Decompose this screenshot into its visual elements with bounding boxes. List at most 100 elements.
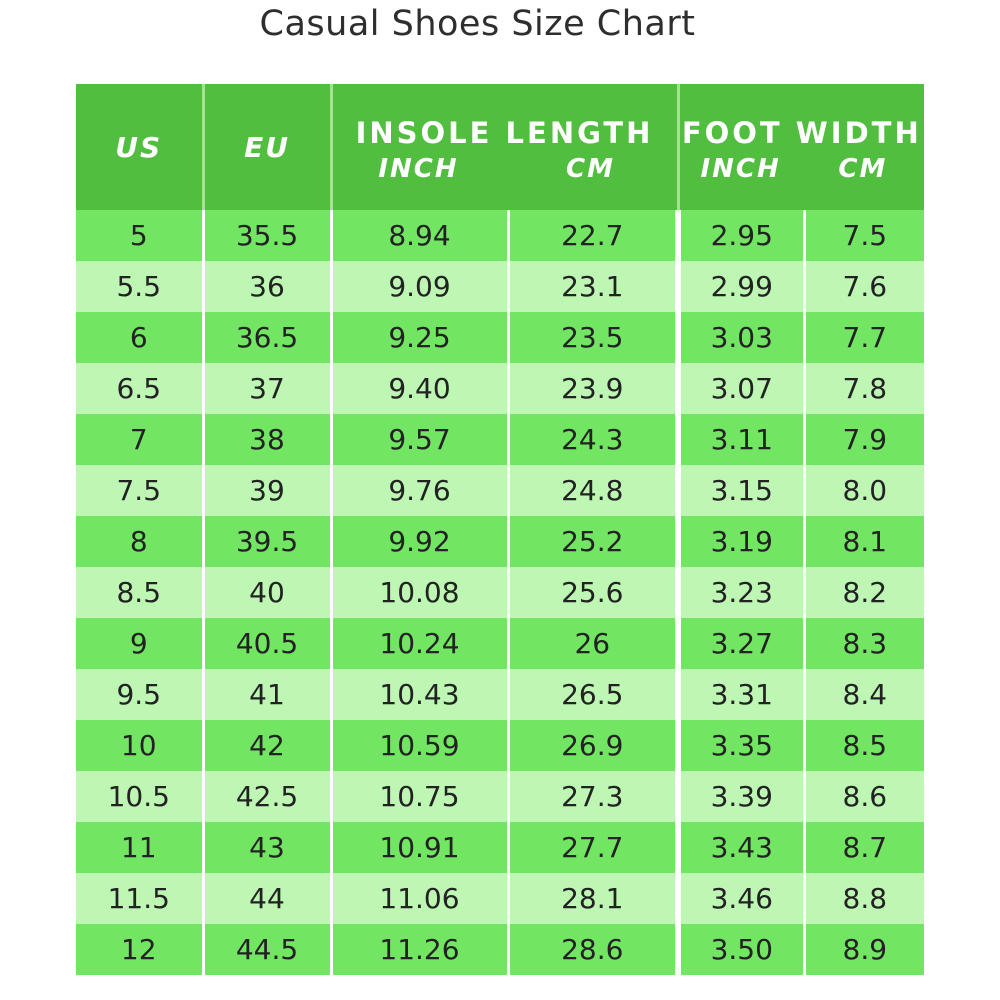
cell-insole-inch: 10.24 — [329, 618, 508, 669]
table-row: 10 42 10.59 26.9 3.35 8.5 — [76, 720, 925, 771]
cell-width-inch: 3.15 — [675, 465, 805, 516]
cell-width-inch: 2.99 — [675, 261, 805, 312]
cell-us: 7 — [76, 414, 203, 465]
cell-insole-inch: 10.59 — [329, 720, 508, 771]
cell-us: 6.5 — [76, 363, 203, 414]
cell-us: 12 — [76, 924, 203, 975]
size-chart-body: 5 35.5 8.94 22.7 2.95 7.5 5.5 36 9.09 23.1 2.99 7.6… — [76, 210, 925, 975]
cell-eu: 40.5 — [201, 618, 331, 669]
cell-insole-cm: 26 — [506, 618, 679, 669]
header-insole-cm: CM — [566, 154, 615, 184]
cell-insole-cm: 28.6 — [506, 924, 679, 975]
cell-eu: 40 — [201, 567, 331, 618]
cell-width-inch: 3.31 — [675, 669, 805, 720]
cell-insole-inch: 11.26 — [329, 924, 508, 975]
cell-insole-inch: 11.06 — [329, 873, 508, 924]
cell-width-cm: 8.2 — [802, 567, 925, 618]
cell-us: 11.5 — [76, 873, 203, 924]
cell-insole-inch: 9.25 — [329, 312, 508, 363]
header-insole-length: INSOLE LENGTH INCH CM — [329, 84, 679, 210]
cell-eu: 44 — [201, 873, 331, 924]
cell-insole-cm: 23.9 — [506, 363, 679, 414]
cell-insole-cm: 23.5 — [506, 312, 679, 363]
table-row: 5 35.5 8.94 22.7 2.95 7.5 — [76, 210, 925, 261]
header-foot-width: FOOT WIDTH INCH CM — [676, 84, 925, 210]
cell-us: 8.5 — [76, 567, 203, 618]
cell-us: 9.5 — [76, 669, 203, 720]
table-row: 11 43 10.91 27.7 3.43 8.7 — [76, 822, 925, 873]
table-row: 12 44.5 11.26 28.6 3.50 8.9 — [76, 924, 925, 975]
cell-us: 11 — [76, 822, 203, 873]
cell-insole-inch: 9.92 — [329, 516, 508, 567]
table-row: 9.5 41 10.43 26.5 3.31 8.4 — [76, 669, 925, 720]
cell-insole-cm: 27.7 — [506, 822, 679, 873]
table-row: 5.5 36 9.09 23.1 2.99 7.6 — [76, 261, 925, 312]
cell-width-cm: 8.0 — [802, 465, 925, 516]
cell-width-inch: 3.03 — [675, 312, 805, 363]
cell-insole-inch: 9.09 — [329, 261, 508, 312]
cell-us: 7.5 — [76, 465, 203, 516]
table-row: 6.5 37 9.40 23.9 3.07 7.8 — [76, 363, 925, 414]
cell-eu: 44.5 — [201, 924, 331, 975]
cell-us: 5 — [76, 210, 203, 261]
header-eu: EU — [201, 84, 331, 210]
table-row: 8.5 40 10.08 25.6 3.23 8.2 — [76, 567, 925, 618]
cell-eu: 43 — [201, 822, 331, 873]
cell-eu: 41 — [201, 669, 331, 720]
cell-insole-inch: 9.76 — [329, 465, 508, 516]
cell-width-cm: 8.8 — [802, 873, 925, 924]
cell-eu: 35.5 — [201, 210, 331, 261]
table-row: 7.5 39 9.76 24.8 3.15 8.0 — [76, 465, 925, 516]
cell-width-cm: 8.3 — [802, 618, 925, 669]
cell-insole-cm: 23.1 — [506, 261, 679, 312]
header-foot-width-title: FOOT WIDTH — [681, 116, 922, 150]
cell-insole-inch: 9.57 — [329, 414, 508, 465]
table-header-row: US EU INSOLE LENGTH INCH CM FOOT WIDTH I… — [76, 84, 925, 210]
table-row: 10.5 42.5 10.75 27.3 3.39 8.6 — [76, 771, 925, 822]
cell-insole-inch: 9.40 — [329, 363, 508, 414]
cell-us: 10.5 — [76, 771, 203, 822]
page-title: Casual Shoes Size Chart — [259, 4, 696, 44]
cell-insole-inch: 10.43 — [329, 669, 508, 720]
table-row: 8 39.5 9.92 25.2 3.19 8.1 — [76, 516, 925, 567]
cell-width-inch: 3.35 — [675, 720, 805, 771]
cell-insole-cm: 24.3 — [506, 414, 679, 465]
cell-insole-inch: 8.94 — [329, 210, 508, 261]
cell-eu: 36.5 — [201, 312, 331, 363]
cell-width-cm: 7.7 — [802, 312, 925, 363]
cell-width-cm: 7.5 — [802, 210, 925, 261]
cell-us: 9 — [76, 618, 203, 669]
cell-insole-inch: 10.75 — [329, 771, 508, 822]
cell-width-inch: 3.11 — [675, 414, 805, 465]
cell-width-cm: 7.6 — [802, 261, 925, 312]
cell-width-cm: 7.8 — [802, 363, 925, 414]
cell-insole-cm: 22.7 — [506, 210, 679, 261]
cell-eu: 36 — [201, 261, 331, 312]
cell-us: 10 — [76, 720, 203, 771]
cell-insole-cm: 26.5 — [506, 669, 679, 720]
cell-eu: 42.5 — [201, 771, 331, 822]
cell-us: 6 — [76, 312, 203, 363]
cell-eu: 39.5 — [201, 516, 331, 567]
cell-width-cm: 7.9 — [802, 414, 925, 465]
cell-eu: 42 — [201, 720, 331, 771]
cell-us: 5.5 — [76, 261, 203, 312]
header-insole-inch: INCH — [378, 154, 459, 184]
header-insole-length-title: INSOLE LENGTH — [355, 116, 654, 150]
table-row: 9 40.5 10.24 26 3.27 8.3 — [76, 618, 925, 669]
header-us: US — [76, 84, 203, 210]
cell-width-inch: 2.95 — [675, 210, 805, 261]
cell-width-cm: 8.6 — [802, 771, 925, 822]
table-row: 11.5 44 11.06 28.1 3.46 8.8 — [76, 873, 925, 924]
cell-insole-cm: 28.1 — [506, 873, 679, 924]
size-chart-table: US EU INSOLE LENGTH INCH CM FOOT WIDTH I… — [76, 84, 925, 975]
cell-width-cm: 8.9 — [802, 924, 925, 975]
cell-width-cm: 8.1 — [802, 516, 925, 567]
cell-width-inch: 3.50 — [675, 924, 805, 975]
table-row: 6 36.5 9.25 23.5 3.03 7.7 — [76, 312, 925, 363]
cell-insole-cm: 26.9 — [506, 720, 679, 771]
cell-width-inch: 3.19 — [675, 516, 805, 567]
cell-eu: 38 — [201, 414, 331, 465]
cell-width-cm: 8.4 — [802, 669, 925, 720]
